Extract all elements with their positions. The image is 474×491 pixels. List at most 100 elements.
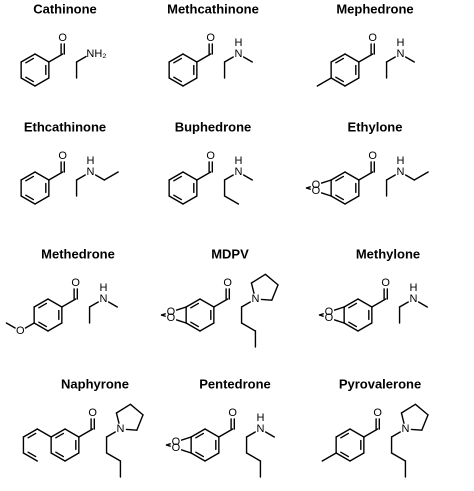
bond [160, 313, 166, 316]
atom-label: H [396, 155, 404, 167]
bond [218, 428, 234, 438]
bond [371, 298, 387, 308]
atom-label: O [206, 150, 215, 162]
bond [190, 452, 206, 462]
bond [321, 452, 337, 462]
bond [344, 171, 360, 181]
bond [242, 56, 253, 63]
bond [333, 319, 345, 324]
bond [204, 428, 220, 438]
compound-name: Naphyrone [61, 376, 129, 391]
bond [398, 301, 409, 308]
atom-label: O [325, 312, 334, 324]
bond [173, 57, 183, 64]
atom-label: O [223, 277, 232, 289]
bond [115, 412, 120, 424]
bond [34, 53, 50, 63]
bond [34, 195, 50, 205]
bond [175, 319, 187, 324]
bond [414, 403, 429, 416]
bond [271, 284, 279, 301]
bond [357, 298, 373, 308]
bond [55, 432, 65, 439]
atom-label: O [172, 436, 181, 448]
bond [180, 449, 192, 454]
bond [168, 171, 184, 181]
bond [264, 273, 279, 286]
bond [34, 77, 50, 87]
bond [115, 403, 132, 414]
bond [195, 432, 205, 439]
atom-label: O [228, 407, 237, 419]
bond [245, 431, 256, 438]
bond [320, 192, 332, 197]
bond [385, 56, 396, 63]
bond [38, 302, 48, 309]
atom-label: O [312, 179, 321, 191]
bond [330, 171, 346, 181]
bond [357, 322, 373, 332]
bond [348, 302, 358, 309]
bond [173, 175, 183, 182]
bond [24, 322, 35, 329]
atom-label: H [86, 155, 94, 167]
bond [27, 432, 37, 439]
atom-label: N [251, 293, 259, 305]
bond [349, 428, 365, 438]
bond [213, 298, 229, 308]
bond [223, 56, 234, 63]
bond [333, 306, 345, 311]
bond [330, 77, 346, 87]
bond [180, 436, 192, 441]
bond [50, 452, 66, 462]
bond [182, 53, 198, 63]
bond [335, 57, 345, 64]
atom-label: N [234, 48, 242, 60]
atom-label: O [172, 442, 181, 454]
bond [335, 428, 351, 438]
atom-label: N [116, 423, 124, 435]
compound-name: Methcathinone [167, 1, 259, 16]
bond [264, 431, 275, 438]
bond [129, 403, 144, 416]
compound-name: MDPV [211, 246, 249, 261]
bond [318, 313, 324, 316]
bond [5, 322, 16, 329]
bond [250, 273, 267, 284]
bond [47, 298, 63, 308]
atom-label: N [86, 166, 94, 178]
bond [196, 171, 212, 181]
bond [107, 301, 118, 308]
bond [33, 322, 49, 332]
atom-label: O [58, 150, 67, 162]
bond [61, 298, 77, 308]
bond [190, 428, 206, 438]
bond [199, 298, 215, 308]
bond [305, 186, 311, 189]
atom-label: NH₂ [86, 48, 106, 60]
atom-label: H [99, 282, 107, 294]
bond [182, 195, 198, 205]
bond [190, 321, 200, 328]
atom-label: O [71, 277, 80, 289]
bond [335, 194, 345, 201]
bond [250, 282, 255, 294]
compound-name: Methedrone [41, 246, 115, 261]
bond [94, 174, 105, 181]
compound-name: Buphedrone [175, 119, 252, 134]
bond [20, 195, 36, 205]
compound-name: Cathinone [33, 1, 97, 16]
bond [358, 171, 374, 181]
atom-label: H [234, 155, 242, 167]
compound-name: Pyrovalerone [339, 376, 421, 391]
bond [417, 301, 428, 308]
bond [240, 322, 257, 332]
bond [190, 302, 200, 309]
bond [421, 414, 429, 431]
bond [343, 298, 359, 308]
bond [55, 451, 65, 458]
atom-label: O [167, 306, 176, 318]
bond [344, 195, 360, 205]
bond [245, 452, 262, 462]
bond [340, 451, 350, 458]
